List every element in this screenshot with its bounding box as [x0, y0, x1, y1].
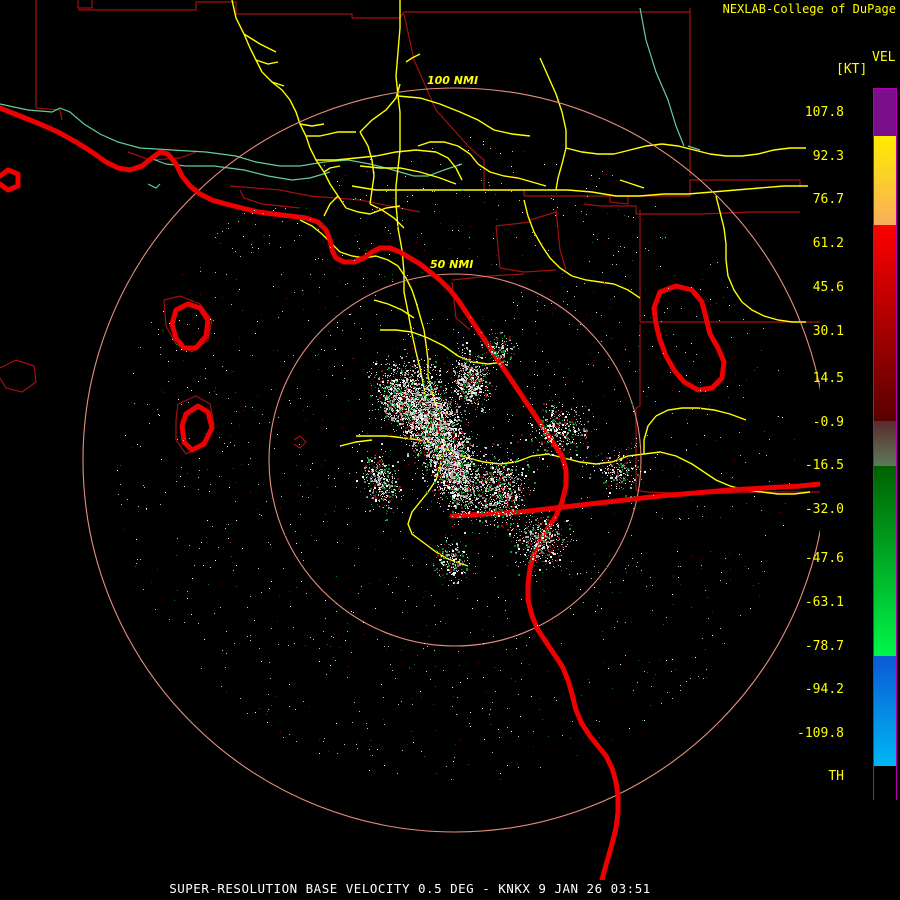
river-layer — [0, 7, 701, 189]
colorbar-tick-12: -78.7 — [804, 639, 844, 654]
colorbar-segment-red-darkred — [874, 225, 896, 421]
colorbar-tick-6: 14.5 — [812, 371, 844, 386]
colorbar-tick-1: 92.3 — [812, 149, 844, 164]
colorbar-units-label: [KT] — [836, 62, 868, 77]
colorbar-segment-purple-extreme — [874, 89, 896, 136]
coastline-layer — [0, 105, 820, 880]
colorbar-segment-threshold-black — [874, 766, 896, 801]
provider-label: NEXLAB-College of DuPage — [722, 2, 896, 16]
colorbar-tick-4: 45.6 — [812, 280, 844, 295]
radar-echo-layer — [117, 137, 795, 780]
header: NEXLAB-College of DuPage — [0, 2, 900, 20]
highway-layer — [231, 0, 811, 567]
colorbar-tick-10: -47.6 — [804, 551, 844, 566]
colorbar-gradient — [873, 88, 897, 801]
colorbar-tick-11: -63.1 — [804, 595, 844, 610]
colorbar-segment-gray-band — [874, 421, 896, 466]
range-ring-layer — [82, 87, 820, 833]
colorbar-tick-14: -109.8 — [797, 726, 844, 741]
colorbar-segment-blue-ramp — [874, 656, 896, 766]
range-ring-label-100nmi: 100 NMI — [427, 74, 479, 87]
colorbar-tick-5: 30.1 — [812, 324, 844, 339]
range-ring-label-50nmi: 50 NMI — [430, 258, 474, 271]
colorbar-title: VEL — [872, 50, 896, 65]
colorbar-tick-13: -94.2 — [804, 682, 844, 697]
colorbar-segment-green-ramp — [874, 466, 896, 656]
map-panel[interactable]: 100 NMI 50 NMI — [0, 0, 820, 880]
colorbar-tick-7: -0.9 — [812, 415, 844, 430]
map-canvas — [0, 0, 820, 880]
range-ring-50nmi — [268, 273, 642, 647]
product-title-label: SUPER-RESOLUTION BASE VELOCITY 0.5 DEG -… — [169, 881, 651, 896]
colorbar-tick-0: 107.8 — [804, 105, 844, 120]
colorbar-tick-15: TH — [828, 769, 844, 784]
colorbar-segment-yellow-orange — [874, 136, 896, 225]
colorbar-tick-9: -32.0 — [804, 502, 844, 517]
colorbar-panel: VEL [KT] 107.8 92.3 76.7 61.2 45.6 30.1 14.5 -0… — [797, 0, 900, 900]
range-ring-100nmi — [82, 87, 820, 833]
colorbar-tick-8: -16.5 — [804, 458, 844, 473]
colorbar-tick-3: 61.2 — [812, 236, 844, 251]
colorbar-tick-2: 76.7 — [812, 192, 844, 207]
